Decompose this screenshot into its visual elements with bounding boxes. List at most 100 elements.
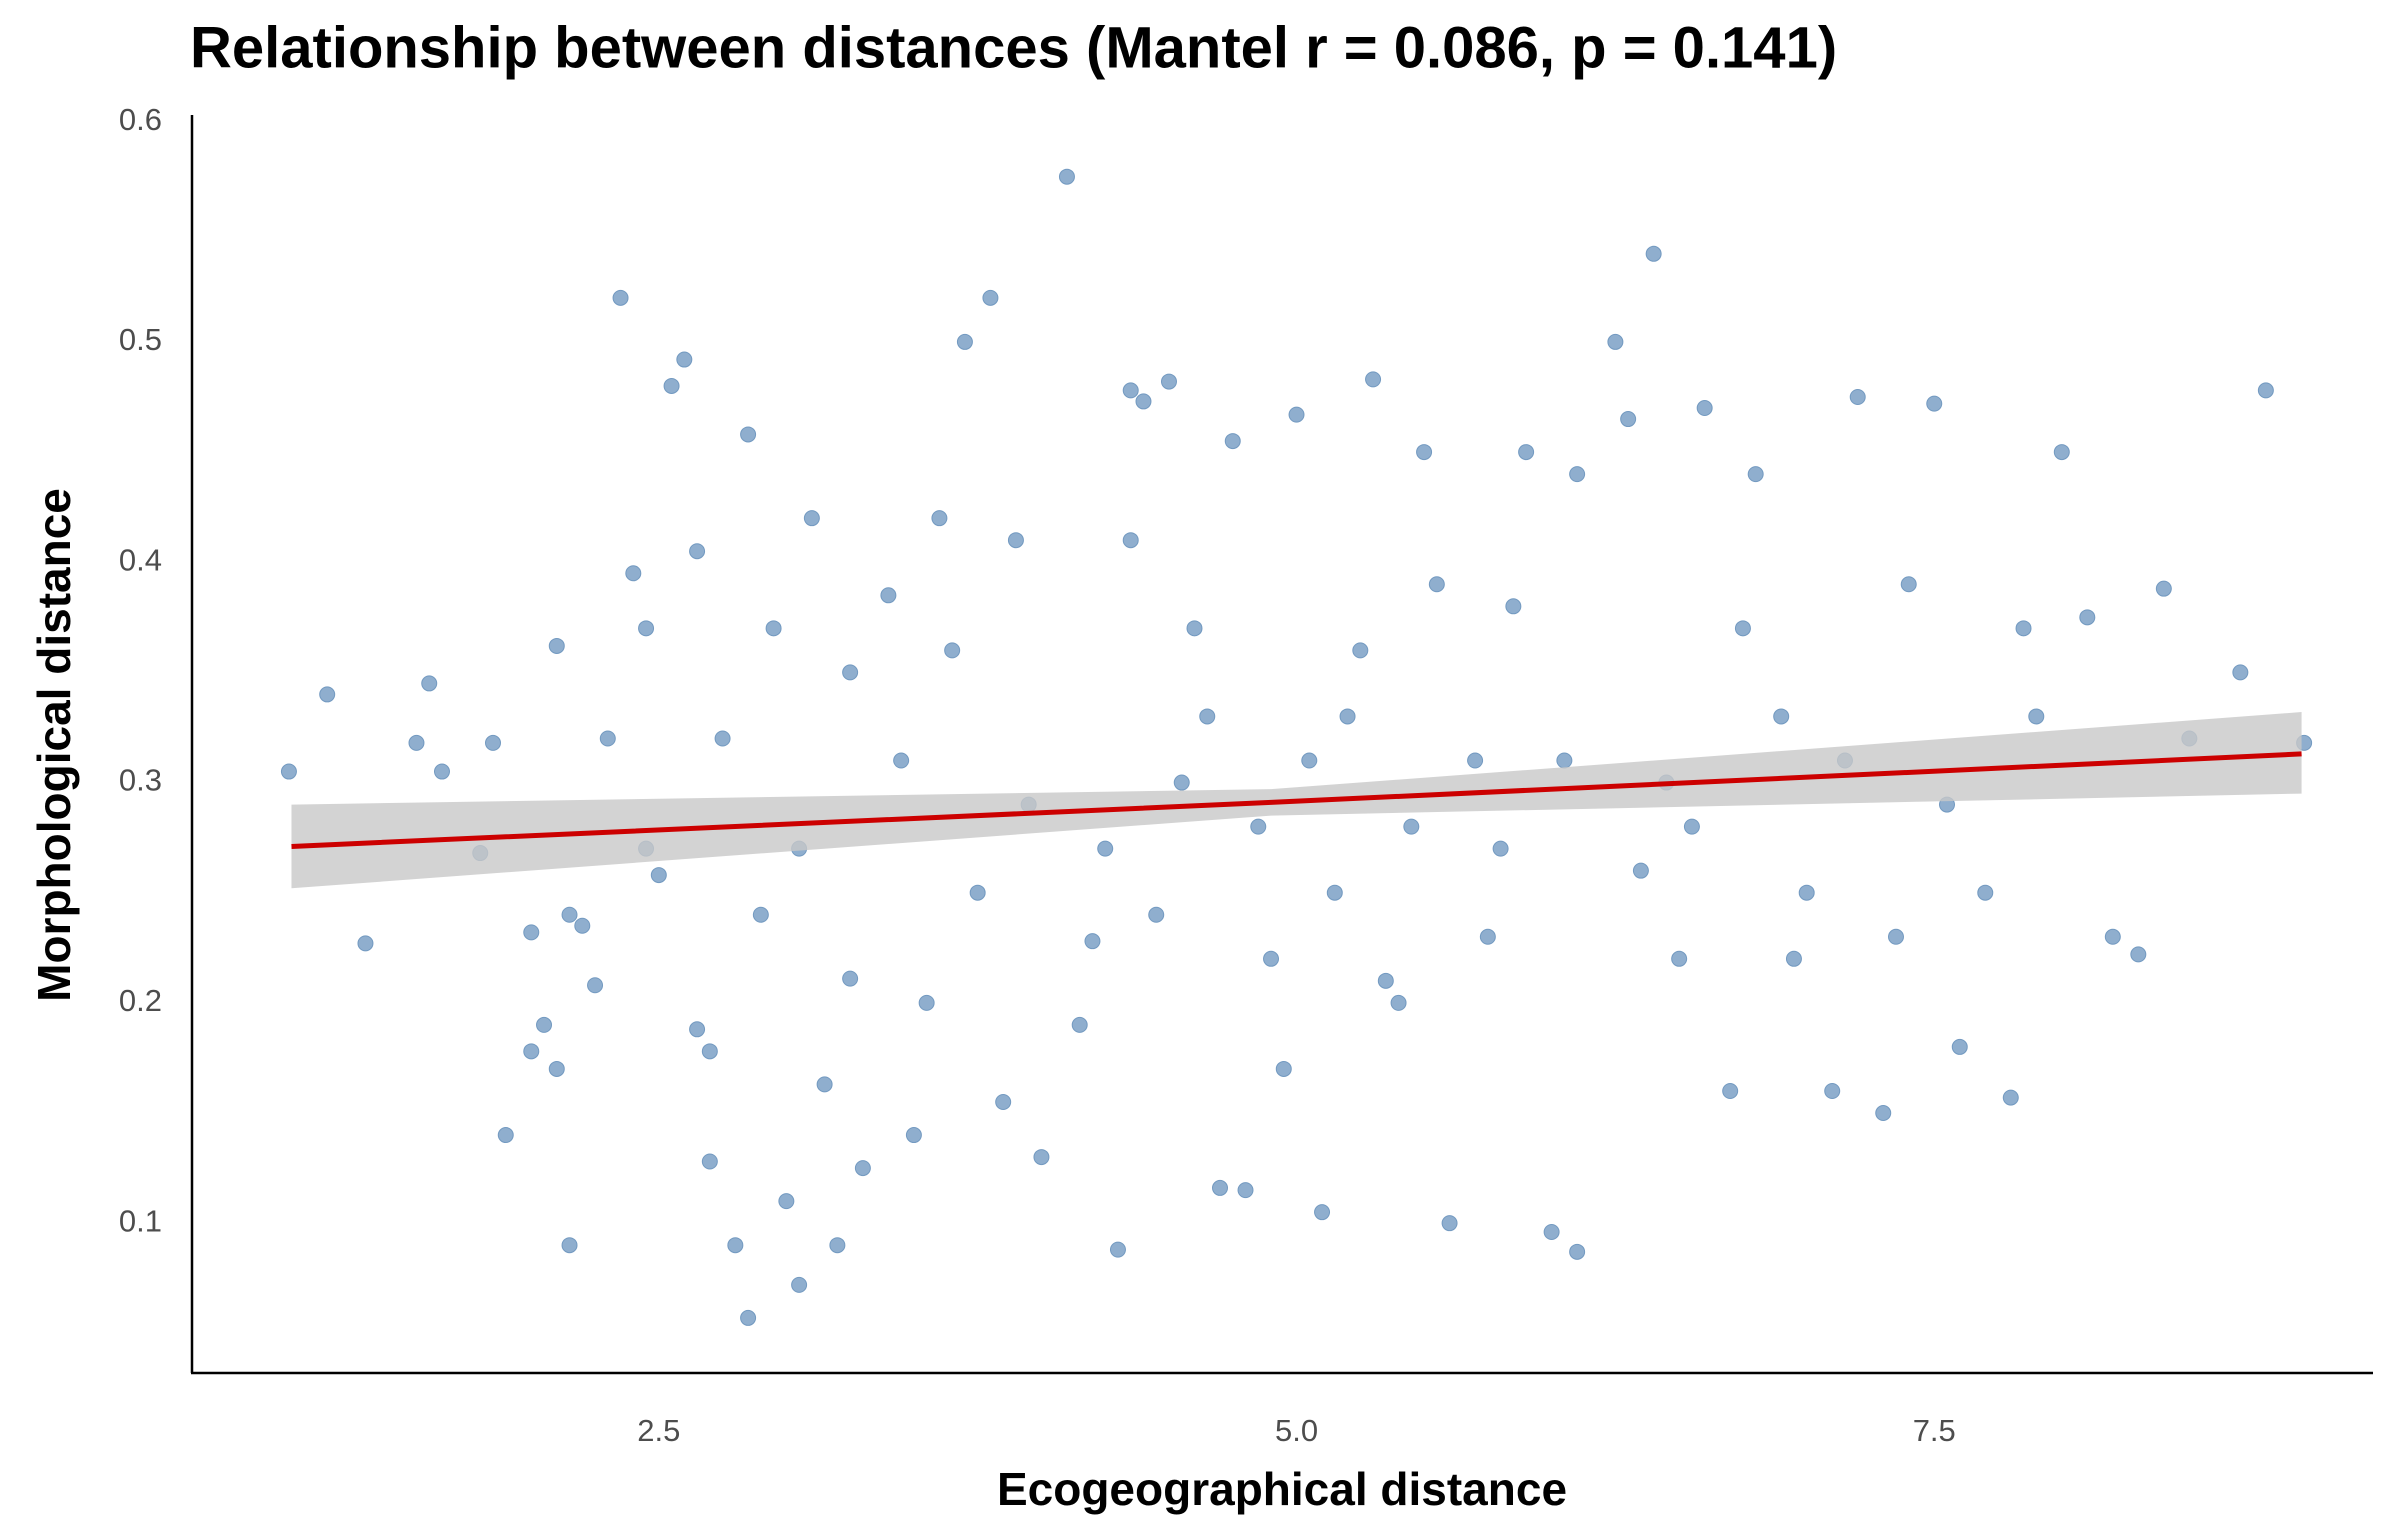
point (523, 924, 540, 941)
point (1339, 708, 1356, 725)
point (408, 734, 425, 751)
point (1875, 1105, 1892, 1122)
point (548, 1060, 565, 1077)
point (701, 1153, 718, 1170)
point (854, 1160, 871, 1177)
point (1518, 444, 1535, 461)
point (2232, 664, 2249, 681)
x-tick-label: 5.0 (1275, 1413, 1318, 1448)
point (574, 917, 591, 934)
point (905, 1127, 922, 1144)
point (1747, 466, 1764, 483)
point (676, 351, 693, 368)
point (689, 543, 706, 560)
point (1441, 1215, 1458, 1232)
point (663, 377, 680, 394)
point (523, 1043, 540, 1060)
point (2130, 946, 2147, 963)
point (1352, 642, 1369, 659)
point (1250, 818, 1267, 835)
point (880, 587, 897, 604)
point (1071, 1016, 1088, 1033)
point (1403, 818, 1420, 835)
point (1951, 1038, 1968, 1055)
point (1326, 884, 1343, 901)
point (319, 686, 336, 703)
point (612, 289, 629, 306)
point (1390, 994, 1407, 1011)
point (918, 994, 935, 1011)
point (1301, 752, 1318, 769)
point (752, 906, 769, 923)
y-tick-label: 0.1 (119, 1203, 162, 1238)
point (816, 1076, 833, 1093)
point (982, 289, 999, 306)
point (1288, 406, 1305, 423)
point (1148, 906, 1165, 923)
point (561, 1237, 578, 1254)
point (1977, 884, 1994, 901)
point (1199, 708, 1216, 725)
point (740, 1309, 757, 1326)
point (421, 675, 438, 692)
point (599, 730, 616, 747)
point (944, 642, 961, 659)
point (1785, 950, 1802, 967)
point (1505, 598, 1522, 615)
point (2053, 444, 2070, 461)
point (1237, 1182, 1254, 1199)
fit-line (291, 751, 2302, 849)
point (1683, 818, 1700, 835)
point (1263, 950, 1280, 967)
point (2028, 708, 2045, 725)
point (765, 620, 782, 637)
point (2079, 609, 2096, 626)
point (1696, 400, 1713, 417)
point (1722, 1082, 1739, 1099)
y-tick-label: 0.4 (119, 542, 162, 577)
point (1467, 752, 1484, 769)
point (1122, 382, 1139, 399)
point (1543, 1223, 1560, 1240)
point (1926, 395, 1943, 412)
point (1824, 1082, 1841, 1099)
point (1314, 1204, 1331, 1221)
point (1632, 862, 1649, 879)
point (969, 884, 986, 901)
point (1097, 840, 1114, 857)
point (1377, 972, 1394, 989)
point (1734, 620, 1751, 637)
point (1186, 620, 1203, 637)
point (536, 1016, 553, 1033)
point (2002, 1089, 2019, 1106)
point (2104, 928, 2121, 945)
point (1160, 373, 1177, 390)
point (740, 426, 757, 443)
point (1607, 333, 1624, 350)
point (727, 1237, 744, 1254)
y-tick-label: 0.3 (119, 763, 162, 798)
point (638, 620, 655, 637)
point (829, 1237, 846, 1254)
point (842, 970, 859, 987)
point (1084, 933, 1101, 950)
point (1416, 444, 1433, 461)
point (1058, 168, 1075, 185)
point (1428, 576, 1445, 593)
point (1135, 393, 1152, 410)
point (995, 1094, 1012, 1111)
point (701, 1043, 718, 1060)
point (1887, 928, 1904, 945)
point (1671, 950, 1688, 967)
point (1645, 245, 1662, 262)
point (2155, 580, 2172, 597)
point (1122, 532, 1139, 549)
point (1479, 928, 1496, 945)
point (778, 1193, 795, 1210)
y-tick-label: 0.2 (119, 983, 162, 1018)
point (689, 1021, 706, 1038)
point (1569, 466, 1586, 483)
point (1798, 884, 1815, 901)
x-tick-label: 7.5 (1913, 1413, 1956, 1448)
